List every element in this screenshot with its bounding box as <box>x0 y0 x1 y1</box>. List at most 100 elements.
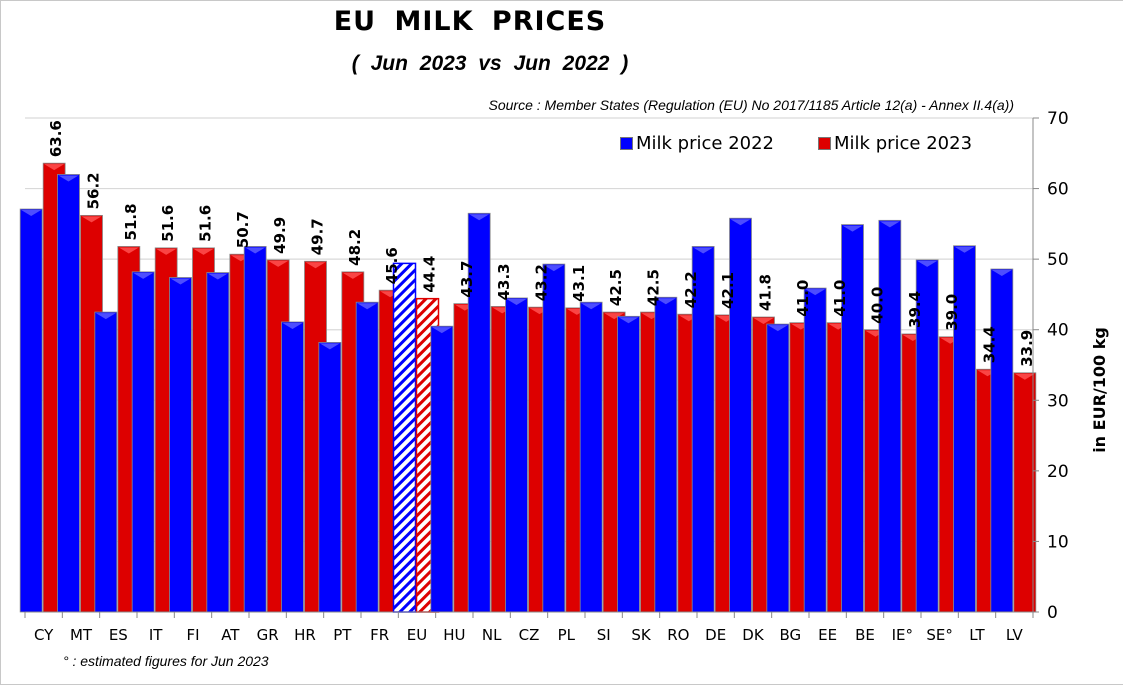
bars <box>19 162 1037 613</box>
bar-bevel <box>581 303 602 310</box>
bar-bevel <box>58 175 79 182</box>
x-tick-label: EE <box>818 626 837 644</box>
bar-bevel <box>767 325 788 332</box>
x-tick-label: IT <box>149 626 163 644</box>
bar-bevel <box>730 219 751 226</box>
x-tick-label: RO <box>667 626 689 644</box>
bar-bevel <box>95 313 116 320</box>
data-label-2023-SI: 42.5 <box>607 269 625 306</box>
bar-bevel <box>543 265 564 272</box>
axes: 0 10 20 30 40 50 60 70 in EUR/100 kg CY MT ES IT FI AT… <box>24 109 1109 644</box>
bar-2022-AT <box>206 272 230 613</box>
bar-2022-SI <box>579 301 603 613</box>
bar-bevel <box>469 214 490 221</box>
x-tick-label: FR <box>370 626 389 644</box>
bar-bevel <box>879 221 900 228</box>
y-tick-label: 10 <box>1047 532 1069 552</box>
y-tick-label: 0 <box>1047 603 1058 623</box>
source-note: Source : Member States (Regulation (EU) … <box>488 97 1015 113</box>
bar-2022-FR <box>355 301 379 613</box>
data-label-2023-MT: 56.2 <box>85 172 103 209</box>
data-label-2023-AT: 50.7 <box>234 211 252 248</box>
x-tick-label: SI <box>597 626 611 644</box>
data-label-2023-HR: 49.7 <box>309 218 327 255</box>
x-tick-label: HU <box>443 626 465 644</box>
data-label-2023-GR: 49.9 <box>271 217 289 254</box>
x-tick-label: ES <box>109 626 128 644</box>
data-label-2023-FI: 51.6 <box>197 205 215 242</box>
y-tick-label: 40 <box>1047 321 1069 341</box>
bar-bevel <box>282 322 303 329</box>
bar-bevel <box>342 272 363 279</box>
bar-bevel <box>305 262 326 269</box>
bar-bevel <box>319 343 340 350</box>
data-label-2023-PL: 43.1 <box>570 265 588 302</box>
bar-2022-IE <box>878 219 902 613</box>
bar-bevel <box>133 272 154 279</box>
chart-title: EU MILK PRICES <box>333 6 607 37</box>
data-label-2023-CZ: 43.2 <box>533 264 551 301</box>
bar-bevel <box>21 210 42 217</box>
bar-bevel <box>917 260 938 267</box>
chart-subtitle: ( Jun 2023 vs Jun 2022 ) <box>351 52 629 75</box>
data-label-2023-IT: 51.6 <box>159 205 177 242</box>
bar-2022-IT <box>131 271 155 613</box>
x-tick-label: BE <box>855 626 875 644</box>
data-label-2023-IE: 39.4 <box>906 291 924 328</box>
bar-bevel <box>431 327 452 334</box>
legend: Milk price 2022 Milk price 2023 <box>620 133 972 154</box>
data-label-2023-RO: 42.2 <box>682 271 700 308</box>
x-tick-label: PL <box>558 626 576 644</box>
x-tick-label: CZ <box>519 626 540 644</box>
bar-bevel <box>245 247 266 254</box>
legend-label-2022: Milk price 2022 <box>636 133 775 154</box>
x-tick-label: AT <box>221 626 240 644</box>
bar-bevel <box>118 247 139 254</box>
x-tick-label: EU <box>407 626 427 644</box>
bar-bevel <box>207 273 228 280</box>
y-tick-label: 60 <box>1047 180 1069 200</box>
bar-2022-EE <box>803 287 827 613</box>
bar-2022-CY <box>19 208 43 613</box>
legend-label-2023: Milk price 2023 <box>834 133 973 154</box>
data-label-2023-FR: 45.6 <box>383 247 401 284</box>
bar-2022-CZ <box>505 297 528 613</box>
x-tick-label: MT <box>70 626 93 644</box>
data-label-2023-BG: 41.0 <box>794 280 812 317</box>
y-tick-label: 20 <box>1047 462 1069 482</box>
x-tick-label: DE <box>705 626 726 644</box>
data-label-2023-BE: 40.0 <box>869 287 887 324</box>
data-label-2023-PT: 48.2 <box>346 229 364 266</box>
bar-bevel <box>991 270 1012 277</box>
footnote: ° : estimated figures for Jun 2023 <box>63 653 269 669</box>
x-tick-label: PT <box>333 626 352 644</box>
bar-bevel <box>193 248 214 255</box>
data-label-2023-SE: 39.0 <box>943 294 961 331</box>
y-tick-label: 70 <box>1047 109 1069 129</box>
bar-bevel <box>842 225 863 232</box>
data-label-2023-EU: 44.4 <box>421 256 439 293</box>
bar-bevel <box>357 303 378 310</box>
y-tick-label: 50 <box>1047 250 1069 270</box>
bar-bevel <box>753 318 774 325</box>
bar-bevel <box>44 164 65 171</box>
x-tick-label: DK <box>742 626 765 644</box>
y-axis-title: in EUR/100 kg <box>1090 327 1109 453</box>
data-label-2023-LV: 33.9 <box>1018 330 1036 367</box>
x-tick-label: FI <box>186 626 199 644</box>
bar-bevel <box>604 313 625 320</box>
data-label-2023-CY: 63.6 <box>47 120 65 157</box>
bar-2022-PT <box>318 342 342 613</box>
bar-bevel <box>655 298 676 305</box>
data-label-2023-HU: 43.7 <box>458 261 476 298</box>
bar-bevel <box>1014 373 1035 380</box>
bar-2022-SK <box>617 315 640 613</box>
x-tick-label: LV <box>1006 626 1024 644</box>
x-tick-label: SK <box>631 626 652 644</box>
data-label-2023-NL: 43.3 <box>495 263 513 300</box>
data-label-2023-DK: 41.8 <box>757 274 775 311</box>
bar-bevel <box>156 248 177 255</box>
data-label-2023-SK: 42.5 <box>645 269 663 306</box>
x-tick-label: CY <box>34 626 54 644</box>
